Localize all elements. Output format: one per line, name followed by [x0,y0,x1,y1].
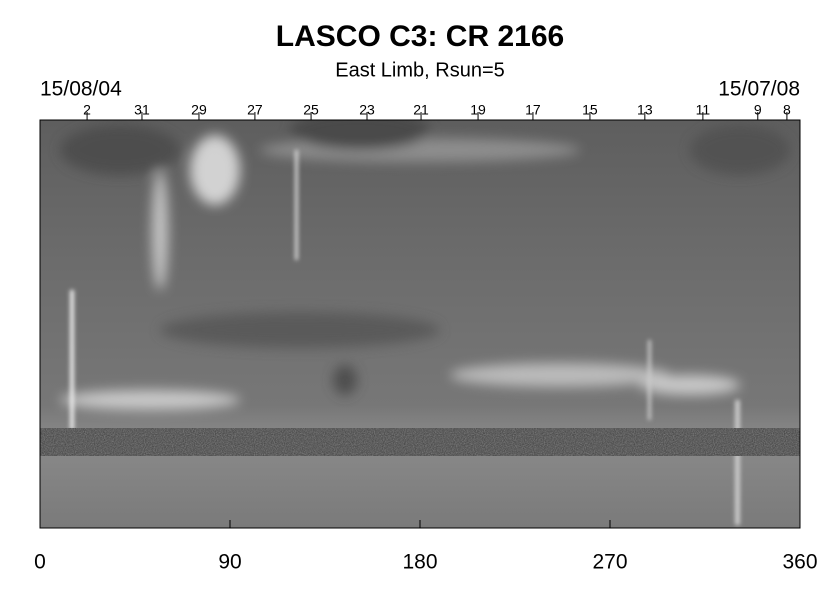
top-tick-label: 15 [582,102,598,118]
chart-title: LASCO C3: CR 2166 [276,20,564,53]
top-tick-label: 9 [754,102,762,118]
x-tick-label: 90 [218,551,241,574]
top-tick-label: 25 [303,102,319,118]
top-tick-label: 27 [247,102,263,118]
start-date-label: 15/08/04 [40,78,122,101]
chart-subtitle: East Limb, Rsun=5 [335,59,505,81]
x-tick-label: 360 [782,551,817,574]
x-tick-label: 180 [402,551,437,574]
top-tick-label: 8 [783,102,791,118]
end-date-label: 15/07/08 [718,78,800,101]
top-tick-label: 2 [83,102,91,118]
top-tick-label: 13 [637,102,653,118]
top-tick-label: 23 [359,102,375,118]
top-tick-label: 31 [134,102,150,118]
x-tick-label: 270 [592,551,627,574]
top-tick-label: 29 [191,102,207,118]
map-image [40,120,800,528]
top-tick-label: 19 [470,102,486,118]
top-tick-label: 21 [413,102,429,118]
top-tick-label: 17 [525,102,541,118]
x-tick-label: 0 [34,551,46,574]
top-tick-label: 11 [696,102,711,118]
